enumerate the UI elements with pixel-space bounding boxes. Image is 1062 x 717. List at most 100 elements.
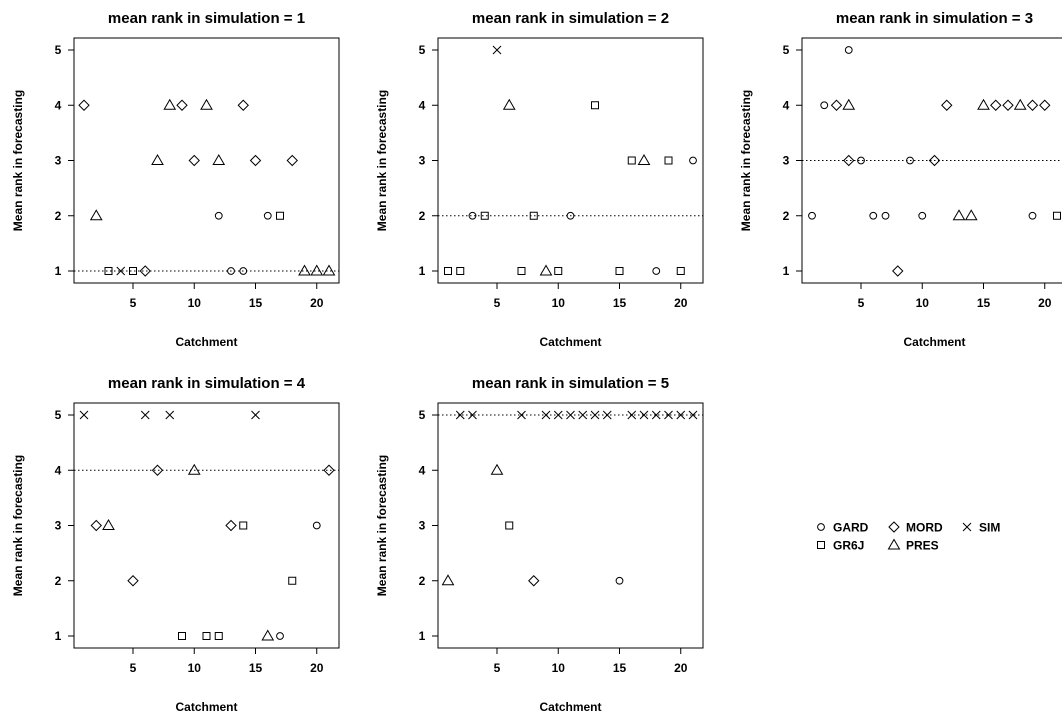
data-point-gard <box>689 156 697 165</box>
data-point-gard <box>227 267 235 275</box>
y-tick-label: 4 <box>55 463 62 477</box>
plot-frame <box>73 402 340 649</box>
data-point-mord <box>528 575 540 587</box>
legend-square-icon <box>817 541 825 549</box>
data-point-sim <box>455 410 465 420</box>
data-point-gard <box>808 211 816 220</box>
x-tick-label: 10 <box>188 661 202 675</box>
data-point-gard <box>869 211 878 220</box>
x-tick-label: 10 <box>188 296 202 310</box>
data-point-gr6j <box>456 267 465 275</box>
data-point-mord <box>90 519 102 532</box>
y-tick-label: 3 <box>419 519 426 533</box>
y-tick-label: 3 <box>55 154 62 168</box>
data-point-sim <box>79 410 89 420</box>
y-tick-label: 4 <box>419 463 426 477</box>
y-tick-label: 2 <box>419 209 426 223</box>
y-tick-label: 3 <box>419 154 426 168</box>
data-point-pres <box>502 98 516 110</box>
panel-title: mean rank in simulation = 1 <box>108 10 305 27</box>
data-point-sim <box>517 410 526 420</box>
panel-4: mean rank in simulation = 4 5 10 15 20 1 2 3 4 5 C… <box>11 375 340 714</box>
x-tick-label: 15 <box>613 296 627 310</box>
data-point-mord <box>78 99 90 111</box>
data-point-sim <box>688 410 698 420</box>
data-point-gr6j <box>288 576 297 585</box>
y-axis-label: Mean rank in forecasting <box>11 90 25 231</box>
data-point-pres <box>310 264 324 276</box>
y-tick-label: 4 <box>55 98 62 112</box>
data-point-mord <box>286 154 298 167</box>
plot-frame <box>437 402 704 649</box>
data-point-pres <box>163 98 177 110</box>
x-tick-label: 15 <box>613 661 627 675</box>
data-point-sim <box>492 45 502 55</box>
data-point-mord <box>225 519 237 532</box>
data-point-gr6j <box>505 521 514 530</box>
data-point-pres <box>322 264 336 276</box>
y-tick-label: 3 <box>55 519 62 533</box>
x-tick-label: 5 <box>858 296 865 310</box>
data-point-gr6j <box>178 632 186 640</box>
data-point-gard <box>857 156 865 165</box>
panel-title: mean rank in simulation = 4 <box>108 375 306 392</box>
x-tick-label: 5 <box>494 661 501 675</box>
data-point-pres <box>89 209 103 221</box>
data-point-gard <box>276 632 284 640</box>
data-point-mord <box>249 154 262 167</box>
data-point-pres <box>842 98 856 110</box>
y-tick-label: 1 <box>55 264 62 278</box>
data-point-gard <box>468 211 477 220</box>
panel-1: mean rank in simulation = 1 5 10 15 20 1 2 3 4 5 C… <box>11 10 340 349</box>
data-point-sim <box>566 410 575 420</box>
panel-title: mean rank in simulation = 2 <box>472 10 669 27</box>
data-point-mord <box>830 99 843 111</box>
x-axis-label: Catchment <box>175 335 237 349</box>
data-point-pres <box>637 154 651 165</box>
x-axis-label: Catchment <box>539 335 601 349</box>
data-point-sim <box>578 410 588 420</box>
data-point-gard <box>844 46 853 54</box>
y-axis-label: Mean rank in forecasting <box>739 90 753 231</box>
plot-frame <box>73 37 340 284</box>
data-point-gr6j <box>444 267 452 275</box>
data-point-sim <box>651 410 661 420</box>
data-point-pres <box>212 154 226 165</box>
data-point-gard <box>566 211 575 220</box>
x-tick-label: 20 <box>674 296 688 310</box>
panel-title: mean rank in simulation = 5 <box>472 375 669 392</box>
x-tick-label: 20 <box>1038 296 1052 310</box>
y-tick-label: 1 <box>419 264 426 278</box>
panel-2: mean rank in simulation = 2 5 10 15 20 1 2 3 4 5 C… <box>375 10 704 349</box>
data-point-pres <box>952 209 966 221</box>
x-axis-label: Catchment <box>539 700 601 714</box>
data-point-sim <box>602 410 612 420</box>
x-tick-label: 5 <box>130 661 137 675</box>
y-tick-label: 1 <box>419 629 426 643</box>
y-tick-label: 2 <box>55 209 62 223</box>
data-point-gard <box>263 211 272 220</box>
y-tick-label: 5 <box>419 43 426 57</box>
data-point-gr6j <box>615 267 624 275</box>
data-point-sim <box>541 410 551 420</box>
data-point-mord <box>188 154 200 167</box>
data-point-mord <box>139 265 151 277</box>
data-point-sim <box>639 410 649 420</box>
data-point-sim <box>468 410 477 420</box>
data-point-gard <box>312 521 321 530</box>
x-tick-label: 20 <box>310 661 324 675</box>
data-point-pres <box>977 98 990 110</box>
data-point-sim <box>116 266 126 276</box>
x-tick-label: 15 <box>249 296 263 310</box>
data-point-gard <box>239 267 248 275</box>
data-point-pres <box>187 463 201 475</box>
data-point-gr6j <box>239 521 248 530</box>
data-point-mord <box>176 99 188 111</box>
y-tick-label: 4 <box>419 98 426 112</box>
data-point-gr6j <box>676 267 685 275</box>
data-point-pres <box>1013 98 1027 110</box>
data-point-mord <box>990 99 1002 111</box>
x-axis-label: Catchment <box>175 700 237 714</box>
legend-label-gr6j: GR6J <box>833 539 864 553</box>
